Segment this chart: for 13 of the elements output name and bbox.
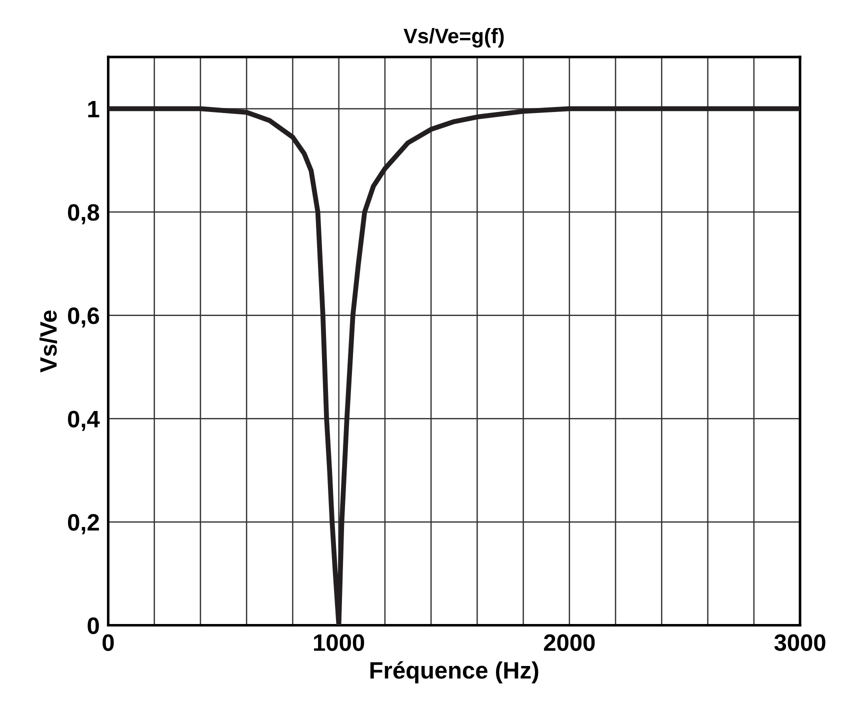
chart-title: Vs/Ve=g(f)	[404, 28, 504, 48]
y-tick-label: 0,4	[68, 410, 100, 431]
y-tick-label: 0,2	[68, 514, 99, 534]
x-tick-label: 0	[102, 634, 114, 651]
y-tick-label: 1	[88, 101, 100, 118]
x-axis-title: Fréquence (Hz)	[370, 661, 538, 684]
x-tick-label: 2000	[544, 634, 595, 651]
y-tick-label: 0,8	[68, 204, 100, 224]
x-tick-label: 1000	[314, 634, 364, 651]
y-tick-label: 0,6	[68, 307, 100, 328]
y-axis-title: Vs/Ve	[39, 310, 58, 373]
x-tick-label: 3000	[774, 634, 826, 652]
y-tick-label: 0	[88, 617, 99, 634]
